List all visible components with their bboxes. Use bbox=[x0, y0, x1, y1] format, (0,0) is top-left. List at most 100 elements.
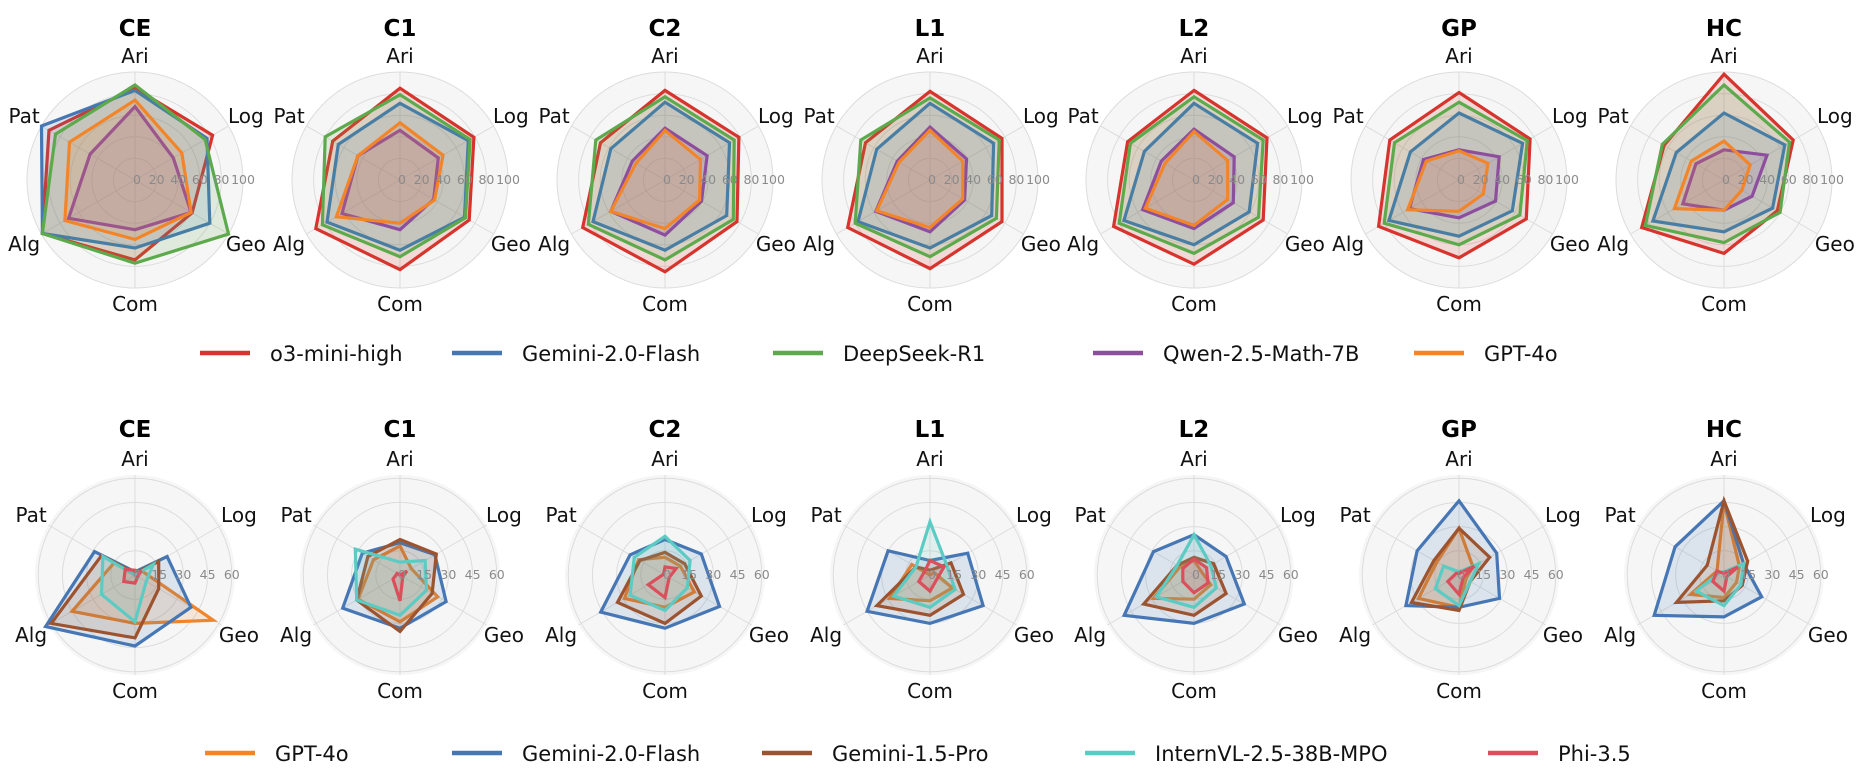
radial-tick-label: 30 bbox=[970, 567, 986, 582]
axis-spoke bbox=[1723, 574, 1811, 626]
radial-tick-label: 60 bbox=[754, 567, 770, 582]
series-line-phi-3-5 bbox=[1445, 564, 1476, 598]
radial-tick-label: 40 bbox=[1229, 172, 1245, 187]
series-line-deepseek-r1 bbox=[40, 83, 231, 265]
axis-label-log: Log bbox=[228, 104, 264, 128]
series-line-deepseek-r1 bbox=[853, 96, 1001, 259]
series-line-gemini-2-0-flash bbox=[1121, 532, 1247, 626]
axis-label-com: Com bbox=[377, 292, 423, 316]
series-line-phi-3-5 bbox=[122, 567, 144, 585]
axis-spoke bbox=[399, 574, 487, 626]
radial-tick-label: 20 bbox=[1738, 172, 1754, 187]
panel-title: L1 bbox=[915, 417, 946, 443]
axis-spoke bbox=[1637, 524, 1725, 576]
radial-tick-label: 45 bbox=[200, 567, 216, 582]
axis-label-log: Log bbox=[1016, 503, 1052, 527]
axis-label-geo: Geo bbox=[749, 623, 789, 647]
series-fill-internvl-2-5-38b-mpo bbox=[893, 521, 956, 608]
radial-tick-label: 30 bbox=[440, 567, 456, 582]
series-line-gemini-1-5-pro bbox=[615, 550, 704, 626]
axis-label-log: Log bbox=[1817, 104, 1853, 128]
radial-tick-label: 60 bbox=[1781, 172, 1797, 187]
axis-label-geo: Geo bbox=[1543, 623, 1583, 647]
radial-tick-label: 15 bbox=[1475, 567, 1491, 582]
series-line-internvl-2-5-38b-mpo bbox=[1433, 560, 1482, 609]
series-fill-gemini-1-5-pro bbox=[617, 552, 702, 624]
radar-panel-top-l1: 0 20 40 60 80 100 Ari Log Geo Com Alg Pat L1 bbox=[803, 16, 1061, 316]
axis-label-alg: Alg bbox=[538, 232, 570, 256]
axis-label-com: Com bbox=[907, 292, 953, 316]
series-line-internvl-2-5-38b-mpo bbox=[628, 534, 692, 613]
series-line-gpt-4o bbox=[1405, 149, 1490, 213]
series-line-phi-3-5 bbox=[916, 558, 947, 594]
axis-spoke bbox=[1193, 524, 1281, 576]
axis-label-pat: Pat bbox=[545, 503, 576, 527]
radar-panel-top-c1: 0 20 40 60 80 100 Ari Log Geo Com Alg Pat C1 bbox=[273, 16, 531, 316]
radial-tick-label: 20 bbox=[679, 172, 695, 187]
axis-spoke bbox=[1193, 125, 1288, 181]
axis-label-com: Com bbox=[112, 679, 158, 703]
panel-title: GP bbox=[1441, 417, 1477, 443]
axis-label-geo: Geo bbox=[1014, 623, 1054, 647]
series-line-deepseek-r1 bbox=[320, 92, 472, 259]
axis-label-geo: Geo bbox=[484, 623, 524, 647]
series-line-gemini-2-0-flash bbox=[39, 88, 212, 250]
series-line-internvl-2-5-38b-mpo bbox=[1153, 531, 1219, 610]
radar-panel-bottom-c1: 0 15 30 45 60 Ari Log Geo Com Alg Pat C1 bbox=[280, 417, 524, 703]
axis-label-ari: Ari bbox=[121, 447, 148, 471]
axis-spoke bbox=[571, 125, 666, 181]
radial-tick-label: 30 bbox=[705, 567, 721, 582]
series-fill-o3-mini-high bbox=[1378, 92, 1531, 258]
radial-tick-label: 15 bbox=[151, 567, 167, 582]
axis-label-alg: Alg bbox=[810, 623, 842, 647]
axis-label-com: Com bbox=[642, 292, 688, 316]
axis-label-log: Log bbox=[751, 503, 787, 527]
radar-panel-top-gp: 0 20 40 60 80 100 Ari Log Geo Com Alg Pat GP bbox=[1332, 16, 1590, 316]
legend-label: DeepSeek-R1 bbox=[843, 342, 985, 366]
radial-tick-label: 40 bbox=[1759, 172, 1775, 187]
axis-label-ari: Ari bbox=[1180, 44, 1207, 68]
axis-label-ari: Ari bbox=[916, 447, 943, 471]
axis-label-ari: Ari bbox=[386, 44, 413, 68]
series-fill-gpt-4o bbox=[1407, 150, 1488, 212]
axis-label-pat: Pat bbox=[280, 503, 311, 527]
radial-tick-label: 100 bbox=[231, 172, 255, 187]
axis-spoke bbox=[1458, 125, 1553, 181]
radial-tick-label: 0 bbox=[663, 567, 671, 582]
radial-tick-label: 60 bbox=[457, 172, 473, 187]
axis-spoke bbox=[1372, 574, 1460, 626]
series-line-gpt-4o bbox=[63, 98, 193, 242]
radial-tick-label: 40 bbox=[700, 172, 716, 187]
series-line-gemini-2-0-flash bbox=[325, 101, 470, 252]
radar-panel-top-l2: 0 20 40 60 80 100 Ari Log Geo Com Alg Pat L2 bbox=[1067, 16, 1325, 316]
series-fill-qwen-2-5-math-7b bbox=[1142, 129, 1235, 229]
radar-panel-bottom-hc: 0 15 30 45 60 Ari Log Geo Com Alg Pat HC bbox=[1604, 417, 1848, 703]
series-fill-qwen-2-5-math-7b bbox=[68, 106, 192, 230]
series-line-gemini-2-0-flash bbox=[598, 537, 722, 630]
series-line-o3-mini-high bbox=[1639, 71, 1795, 256]
series-line-phi-3-5 bbox=[391, 569, 409, 602]
panel-title: HC bbox=[1706, 417, 1742, 443]
axis-spoke bbox=[1100, 125, 1195, 181]
series-line-phi-3-5 bbox=[1181, 556, 1210, 595]
axis-label-geo: Geo bbox=[1815, 232, 1855, 256]
series-fill-gpt-4o bbox=[610, 130, 701, 229]
radial-tick-label: 80 bbox=[213, 172, 229, 187]
axis-spoke bbox=[1723, 125, 1818, 181]
series-line-deepseek-r1 bbox=[1382, 100, 1529, 247]
series-fill-gemini-2-0-flash bbox=[1405, 500, 1500, 608]
panel-title: GP bbox=[1441, 16, 1477, 42]
radial-tick-label: 30 bbox=[1764, 567, 1780, 582]
radial-tick-label: 60 bbox=[1516, 172, 1532, 187]
series-fill-gpt-4o bbox=[358, 546, 438, 622]
radial-tick-label: 45 bbox=[1259, 567, 1275, 582]
radar-panel-top-c2: 0 20 40 60 80 100 Ari Log Geo Com Alg Pat C2 bbox=[538, 16, 796, 316]
axis-label-alg: Alg bbox=[1339, 623, 1371, 647]
radial-tick-label: 60 bbox=[1251, 172, 1267, 187]
axis-spoke bbox=[1637, 574, 1725, 626]
radial-tick-label: 100 bbox=[1555, 172, 1579, 187]
axis-label-com: Com bbox=[1701, 679, 1747, 703]
axis-label-pat: Pat bbox=[1068, 104, 1099, 128]
axis-label-alg: Alg bbox=[1597, 232, 1629, 256]
series-fill-gpt-4o bbox=[336, 122, 443, 224]
